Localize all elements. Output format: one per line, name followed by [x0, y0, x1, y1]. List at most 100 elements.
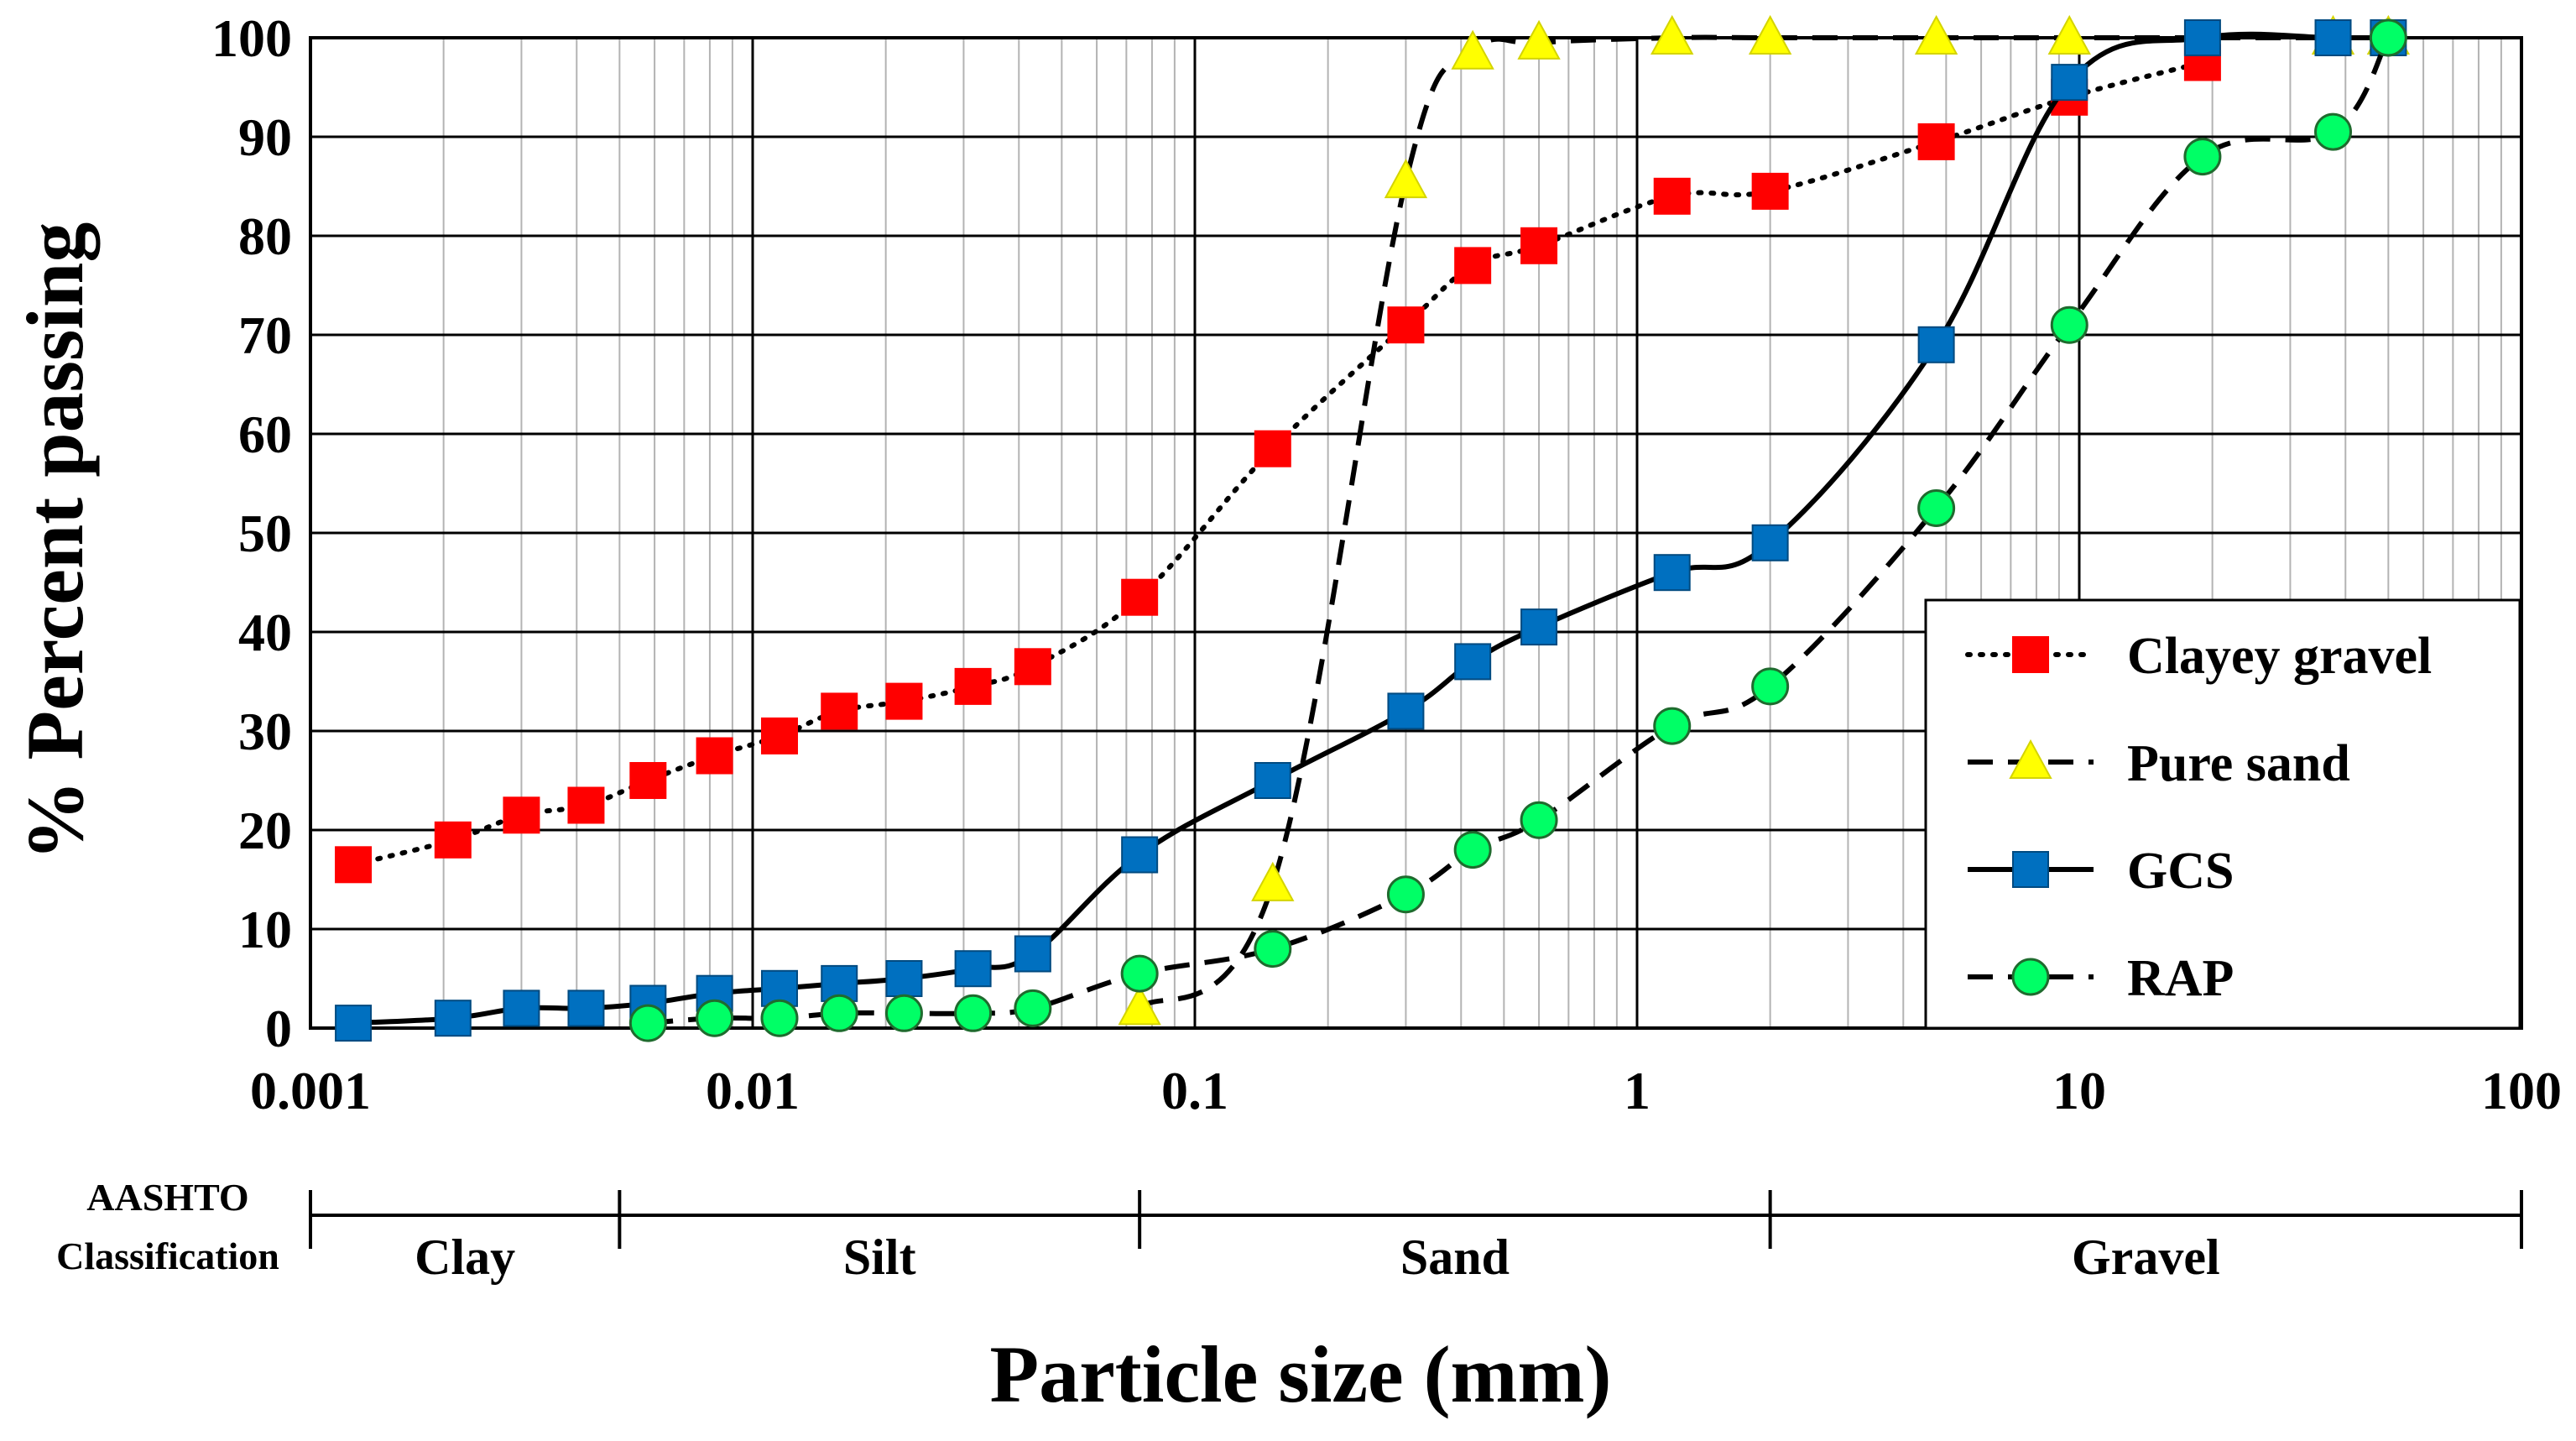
data-point-clayey-gravel — [1121, 578, 1159, 616]
series-rap — [628, 18, 2407, 1042]
y-tick-label: 100 — [211, 8, 292, 68]
data-point-pure-sand — [1451, 29, 1494, 70]
data-point-rap — [1653, 707, 1692, 745]
data-point-rap — [1453, 831, 1492, 869]
data-point-gcs — [2051, 64, 2088, 102]
chart-legend: Clayey gravel Pure sand GCS RAP — [1924, 598, 2521, 1030]
data-point-gcs — [1387, 692, 1425, 730]
data-point-clayey-gravel — [760, 717, 798, 754]
data-point-pure-sand — [1251, 861, 1295, 901]
data-point-rap — [1014, 989, 1052, 1027]
data-point-gcs — [1014, 935, 1051, 973]
legend-marker — [2009, 739, 2052, 779]
data-point-gcs — [567, 989, 605, 1027]
data-point-clayey-gravel — [1520, 227, 1558, 264]
y-tick-label: 10 — [238, 900, 292, 959]
data-point-rap — [1386, 875, 1425, 914]
x-tick-label: 0.1 — [1161, 1061, 1228, 1120]
y-tick-label: 40 — [238, 603, 292, 662]
data-point-gcs — [1751, 524, 1789, 561]
data-point-rap — [1520, 801, 1558, 839]
data-point-gcs — [1520, 608, 1558, 646]
data-point-clayey-gravel — [1014, 648, 1051, 686]
data-point-gcs — [954, 950, 992, 988]
data-point-rap — [1120, 954, 1159, 993]
data-point-pure-sand — [1384, 159, 1428, 199]
y-tick-label: 20 — [238, 801, 292, 860]
legend-label: Clayey gravel — [2127, 628, 2432, 685]
data-point-rap — [760, 999, 799, 1037]
data-point-gcs — [1917, 326, 1955, 363]
aashto-classification: AASHTO Classification Clay Silt Sand Gravel — [56, 1176, 2523, 1285]
data-point-rap — [696, 999, 734, 1037]
x-axis-title: Particle size (mm) — [990, 1329, 1612, 1419]
series-line-pure-sand — [1138, 34, 2389, 1010]
data-point-gcs — [335, 1005, 373, 1042]
data-point-rap — [954, 994, 993, 1032]
data-point-clayey-gravel — [885, 682, 923, 720]
legend-label: RAP — [2127, 950, 2234, 1007]
data-point-gcs — [1653, 554, 1691, 592]
data-point-gcs — [1254, 762, 1291, 799]
legend-label: Pure sand — [2127, 735, 2350, 792]
data-point-gcs — [503, 989, 540, 1027]
legend-item-rap: RAP — [1968, 950, 2234, 1007]
data-point-gcs — [1121, 836, 1159, 874]
data-point-rap — [1254, 930, 1292, 968]
legend-marker — [2011, 958, 2050, 996]
data-point-clayey-gravel — [1254, 430, 1291, 467]
legend-item-gcs: GCS — [1968, 843, 2234, 900]
data-point-gcs — [2314, 19, 2352, 56]
x-tick-label: 0.001 — [250, 1061, 371, 1120]
data-point-gcs — [885, 960, 923, 997]
data-point-pure-sand — [1517, 19, 1561, 60]
data-point-clayey-gravel — [567, 786, 605, 824]
chart-series — [335, 14, 2411, 1042]
legend-item-clayey-gravel: Clayey gravel — [1965, 628, 2432, 685]
y-tick-label: 0 — [265, 999, 292, 1058]
y-tick-label: 90 — [238, 107, 292, 167]
data-point-pure-sand — [1118, 985, 1161, 1026]
data-point-clayey-gravel — [1917, 123, 1955, 160]
data-point-clayey-gravel — [434, 821, 472, 859]
data-point-gcs — [1454, 643, 1492, 681]
data-point-clayey-gravel — [954, 667, 992, 705]
series-gcs — [335, 19, 2407, 1042]
x-tick-label: 0.01 — [706, 1061, 800, 1120]
data-point-clayey-gravel — [335, 846, 373, 884]
y-axis-title: % Percent passing — [10, 222, 100, 861]
data-point-clayey-gravel — [696, 737, 733, 775]
data-point-rap — [884, 994, 923, 1032]
y-tick-label: 30 — [238, 702, 292, 761]
data-point-gcs — [434, 1000, 472, 1037]
y-tick-label: 50 — [238, 504, 292, 563]
data-point-rap — [2369, 18, 2407, 57]
y-tick-label: 80 — [238, 206, 292, 266]
data-point-rap — [820, 994, 858, 1032]
x-tick-label: 100 — [2481, 1061, 2562, 1120]
classification-title: AASHTO — [86, 1176, 248, 1219]
legend-label: GCS — [2127, 843, 2234, 900]
y-tick-label: 60 — [238, 405, 292, 464]
data-point-rap — [2050, 305, 2088, 344]
data-point-clayey-gravel — [629, 762, 667, 799]
data-point-gcs — [2183, 19, 2221, 56]
data-point-clayey-gravel — [1387, 306, 1425, 344]
data-point-clayey-gravel — [503, 796, 540, 834]
classification-title: Classification — [56, 1235, 279, 1277]
data-point-pure-sand — [1748, 14, 1792, 55]
x-tick-label: 1 — [1624, 1061, 1650, 1120]
data-point-rap — [2183, 138, 2222, 176]
data-point-rap — [2314, 112, 2353, 151]
data-point-pure-sand — [1650, 14, 1694, 55]
data-point-clayey-gravel — [1653, 177, 1691, 215]
plot-area-border — [309, 36, 2523, 1030]
data-point-clayey-gravel — [1454, 247, 1492, 285]
legend-marker — [2012, 851, 2049, 888]
classification-zone-silt: Silt — [843, 1230, 916, 1285]
data-point-clayey-gravel — [821, 692, 858, 730]
data-point-pure-sand — [2047, 14, 2091, 55]
data-point-rap — [1751, 667, 1790, 706]
classification-zone-gravel: Gravel — [2072, 1230, 2220, 1285]
